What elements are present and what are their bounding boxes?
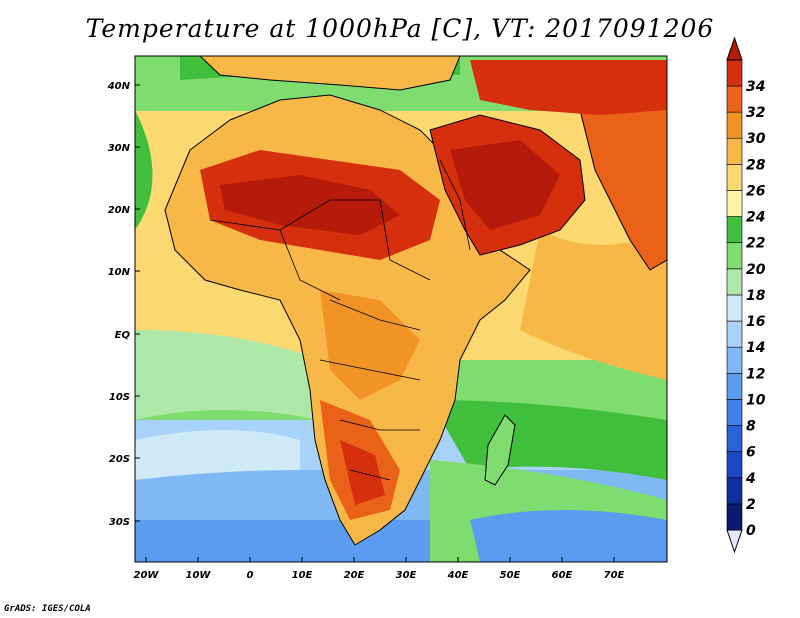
colorbar-swatch — [726, 216, 743, 244]
madagascar — [484, 414, 516, 486]
lat-label: EQ — [115, 330, 131, 341]
colorbar-label: 12 — [746, 366, 765, 382]
colorbar-label: 4 — [745, 471, 756, 487]
colorbar-label: 0 — [746, 523, 756, 539]
lon-label: 0 — [247, 570, 254, 581]
colorbar-swatch — [726, 477, 743, 505]
colorbar-swatch — [726, 451, 743, 479]
colorbar-label: 8 — [746, 419, 756, 435]
lat-label: 40N — [107, 81, 131, 92]
colorbar-swatch — [726, 59, 743, 87]
colorbar-swatch — [726, 503, 743, 531]
colorbar-label: 28 — [746, 157, 766, 173]
lon-label: 70E — [604, 570, 625, 581]
colorbar-over-arrow — [726, 36, 743, 61]
temperature-field — [135, 56, 667, 562]
lon-label: 10E — [292, 570, 313, 581]
lon-label: 30E — [396, 570, 417, 581]
colorbar-label: 6 — [746, 445, 756, 461]
colorbar-label: 22 — [746, 236, 765, 252]
colorbar-swatch — [726, 372, 743, 400]
colorbar-label: 16 — [746, 314, 766, 330]
europe-landmass — [199, 56, 461, 91]
lon-label: 20W — [134, 570, 160, 581]
colorbar-label: 24 — [746, 210, 765, 226]
colorbar-swatch — [726, 425, 743, 452]
lon-label: 20E — [344, 570, 365, 581]
lon-label: 40E — [447, 570, 469, 581]
plot-title: Temperature at 1000hPa [C], VT: 20170912… — [85, 14, 715, 43]
colorbar-label: 18 — [746, 288, 766, 304]
lon-label: 10W — [186, 570, 212, 581]
lat-label: 20N — [108, 205, 131, 216]
lon-label: 50E — [500, 570, 521, 581]
lat-label: 20S — [109, 454, 130, 465]
lat-axis: 40N 30N 20N 10N EQ 10S 20S 30S — [107, 81, 140, 528]
colorbar-swatch — [726, 294, 743, 322]
lat-label: 30N — [108, 143, 131, 154]
credit-text: GrADS: IGES/COLA — [4, 604, 91, 614]
colorbar-swatch — [726, 164, 743, 191]
colorbar-swatch — [726, 137, 743, 165]
colorbar-label: 26 — [746, 183, 766, 199]
lat-label: 10N — [108, 267, 131, 278]
colorbar-label: 10 — [746, 392, 766, 408]
colorbar-label: 14 — [746, 340, 765, 356]
lat-label: 30S — [109, 517, 130, 528]
map-frame — [134, 55, 668, 563]
colorbar-swatch — [726, 399, 743, 426]
colorbar-swatch — [726, 268, 743, 296]
colorbar-label: 2 — [746, 497, 756, 513]
colorbar-swatch — [726, 111, 743, 139]
colorbar-swatch — [726, 190, 743, 217]
colorbar-swatch — [726, 85, 743, 113]
colorbar-label: 30 — [746, 131, 766, 147]
lon-axis: 20W 10W 0 10E 20E 30E 40E 50E 60E 70E — [134, 557, 625, 581]
colorbar-under-arrow — [726, 529, 743, 554]
colorbar-label: 20 — [746, 262, 766, 278]
colorbar-swatch — [726, 242, 743, 270]
colorbar-swatch — [726, 320, 743, 348]
colorbar-label: 34 — [746, 79, 765, 95]
lon-label: 60E — [552, 570, 573, 581]
colorbar-label: 32 — [746, 105, 765, 121]
colorbar-swatch — [726, 346, 743, 374]
lat-label: 10S — [109, 392, 130, 403]
